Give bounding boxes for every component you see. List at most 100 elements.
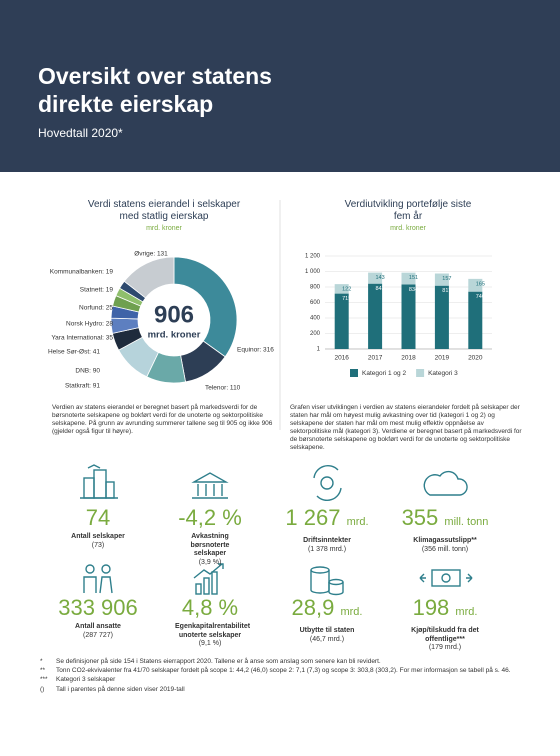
slice-label: Statnett: 19	[80, 287, 114, 294]
kpi-label: Antall ansatte	[75, 623, 121, 630]
kpi-label: Kjøp/tilskudd fra det offentlige***	[411, 627, 479, 643]
kpi-unit: mrd.	[455, 606, 478, 618]
footnote-marker: ***	[40, 676, 48, 683]
kpi-previous: (356 mill. tonn)	[421, 545, 469, 553]
y-tick-label: 600	[310, 300, 321, 306]
slice-label: Statkraft: 91	[65, 383, 100, 390]
slice-label: Kommunalbanken: 19	[50, 269, 114, 276]
kpi-unit: mrd.	[346, 516, 369, 528]
kpi-unit: mrd.	[340, 606, 363, 618]
y-tick-label: 400	[310, 316, 321, 322]
kpi-value: 333 906	[58, 595, 138, 620]
legend-swatch	[416, 369, 425, 377]
slice-label: Equinor: 316	[237, 347, 274, 354]
bar-subtitle: mrd. kroner	[390, 225, 426, 232]
kpi: 1 267 mrd. Driftsinntekter (1 378 mrd.)	[262, 506, 392, 554]
icon-dividend	[310, 566, 344, 596]
kpi-value-row: 333 906	[33, 596, 163, 620]
slice-label: Norfund: 25	[79, 305, 113, 312]
bar-segment	[368, 272, 383, 284]
header: Oversikt over statens direkte eierskap H…	[0, 0, 560, 172]
donut-subtitle: mrd. kroner	[146, 225, 182, 232]
bar-title: Verdiutvikling portefølje siste fem år	[344, 199, 472, 222]
footnote-marker: ()	[40, 686, 45, 693]
legend-label: Kategori 1 og 2	[362, 370, 406, 377]
bar-value-label: 165	[476, 281, 485, 287]
kpi-value-row: 198 mrd.	[380, 596, 510, 624]
bar-value-label: 157	[442, 276, 451, 282]
donut-title: Verdi statens eierandel i selskaper med …	[87, 199, 241, 222]
x-tick-label: 2018	[401, 355, 416, 362]
kpi-previous: (287 727)	[83, 631, 113, 639]
kpi: 333 906 Antall ansatte (287 727)	[33, 596, 163, 640]
kpi: 74 Antall selskaper (73)	[33, 506, 163, 550]
y-tick-label: 1 200	[305, 254, 321, 260]
kpi-value: 4,8 %	[181, 595, 239, 620]
footnote: *** Kategori 3 selskaper	[40, 676, 530, 684]
donut-slice	[173, 256, 238, 358]
kpi-previous: (73)	[91, 541, 105, 549]
kpi-value: 74	[85, 505, 111, 530]
footnote: () Tall i parentes på denne siden viser 2…	[40, 686, 530, 694]
kpi-label: Driftsinntekter	[303, 537, 351, 544]
bar-value-label: 834	[409, 287, 418, 293]
kpi-label: Utbytte til staten	[299, 627, 355, 634]
kpi-previous: (1 378 mrd.)	[307, 545, 347, 553]
y-tick-label: 1	[317, 347, 321, 353]
donut-note: Verdien av statens eierandel er beregnet…	[52, 404, 273, 435]
icons	[80, 464, 473, 596]
bar-value-label: 817	[442, 288, 451, 294]
bar-note: Grafen viser utviklingen i verdien av st…	[290, 404, 522, 451]
kpi: -4,2 % Avkastning børsnoterte selskaper (3…	[145, 506, 275, 567]
donut-center-unit: mrd. kroner	[148, 330, 201, 341]
bar-segment	[468, 278, 483, 292]
y-tick-label: 1 000	[305, 269, 321, 275]
icon-emissions	[423, 470, 468, 496]
bar-value-label: 151	[409, 275, 418, 281]
bar-segment	[468, 291, 483, 349]
kpi-previous: (9,1 %)	[198, 640, 222, 647]
bar-value-label: 740	[476, 294, 485, 300]
x-tick-label: 2017	[368, 355, 383, 362]
icon-companies	[80, 464, 118, 499]
icon-revenue	[313, 464, 342, 502]
bar-value-label: 715	[342, 296, 351, 302]
kpi-label: Klimagassutslipp**	[413, 537, 477, 544]
kpi-label: Avkastning børsnoterte selskaper	[190, 533, 230, 557]
page-title: Oversikt over statens direkte eierskap	[38, 63, 272, 117]
y-tick-label: 800	[310, 285, 321, 291]
kpi-value-row: 4,8 %	[145, 596, 275, 620]
icon-employees	[83, 564, 113, 594]
kpi-value-row: -4,2 %	[145, 506, 275, 530]
kpi: 198 mrd. Kjøp/tilskudd fra det offentlige…	[380, 596, 510, 653]
footnote-text: Tall i parentes på denne siden viser 201…	[56, 686, 185, 693]
donut-hole	[138, 284, 210, 356]
kpi-label: Antall selskaper	[71, 533, 125, 540]
footnote-text: Tonn CO2-ekvivalenter fra 41/70 selskape…	[56, 667, 511, 674]
bar-segment	[334, 293, 349, 349]
kpi-value: 355	[401, 505, 439, 530]
slice-label: Øvrige: 131	[134, 251, 168, 258]
slice-label: Helse Sør-Øst: 41	[48, 349, 100, 356]
bar-segment	[401, 272, 416, 285]
bar-segment	[434, 273, 449, 286]
slice-label: DNB: 90	[75, 368, 100, 375]
icon-purchases	[419, 569, 473, 587]
y-tick-label: 200	[310, 331, 321, 337]
x-tick-label: 2016	[334, 355, 349, 362]
x-tick-label: 2019	[435, 355, 450, 362]
footnote-text: Se definisjoner på side 154 i Statens ei…	[56, 658, 381, 665]
kpi-value: -4,2 %	[178, 505, 242, 530]
legend-label: Kategori 3	[428, 370, 458, 377]
bar-segment	[368, 283, 383, 349]
x-tick-label: 2020	[468, 355, 483, 362]
footnote: ** Tonn CO2-ekvivalenter fra 41/70 selska…	[40, 667, 530, 675]
kpi-label: Egenkapitalrentabilitet unoterte selskap…	[175, 623, 251, 639]
icon-bank	[191, 472, 229, 499]
kpi-value-row: 1 267 mrd.	[262, 506, 392, 534]
page-subtitle: Hovedtall 2020*	[38, 126, 123, 140]
donut-slice	[123, 256, 175, 299]
legend-swatch	[350, 369, 358, 377]
bar-segment	[401, 284, 416, 349]
